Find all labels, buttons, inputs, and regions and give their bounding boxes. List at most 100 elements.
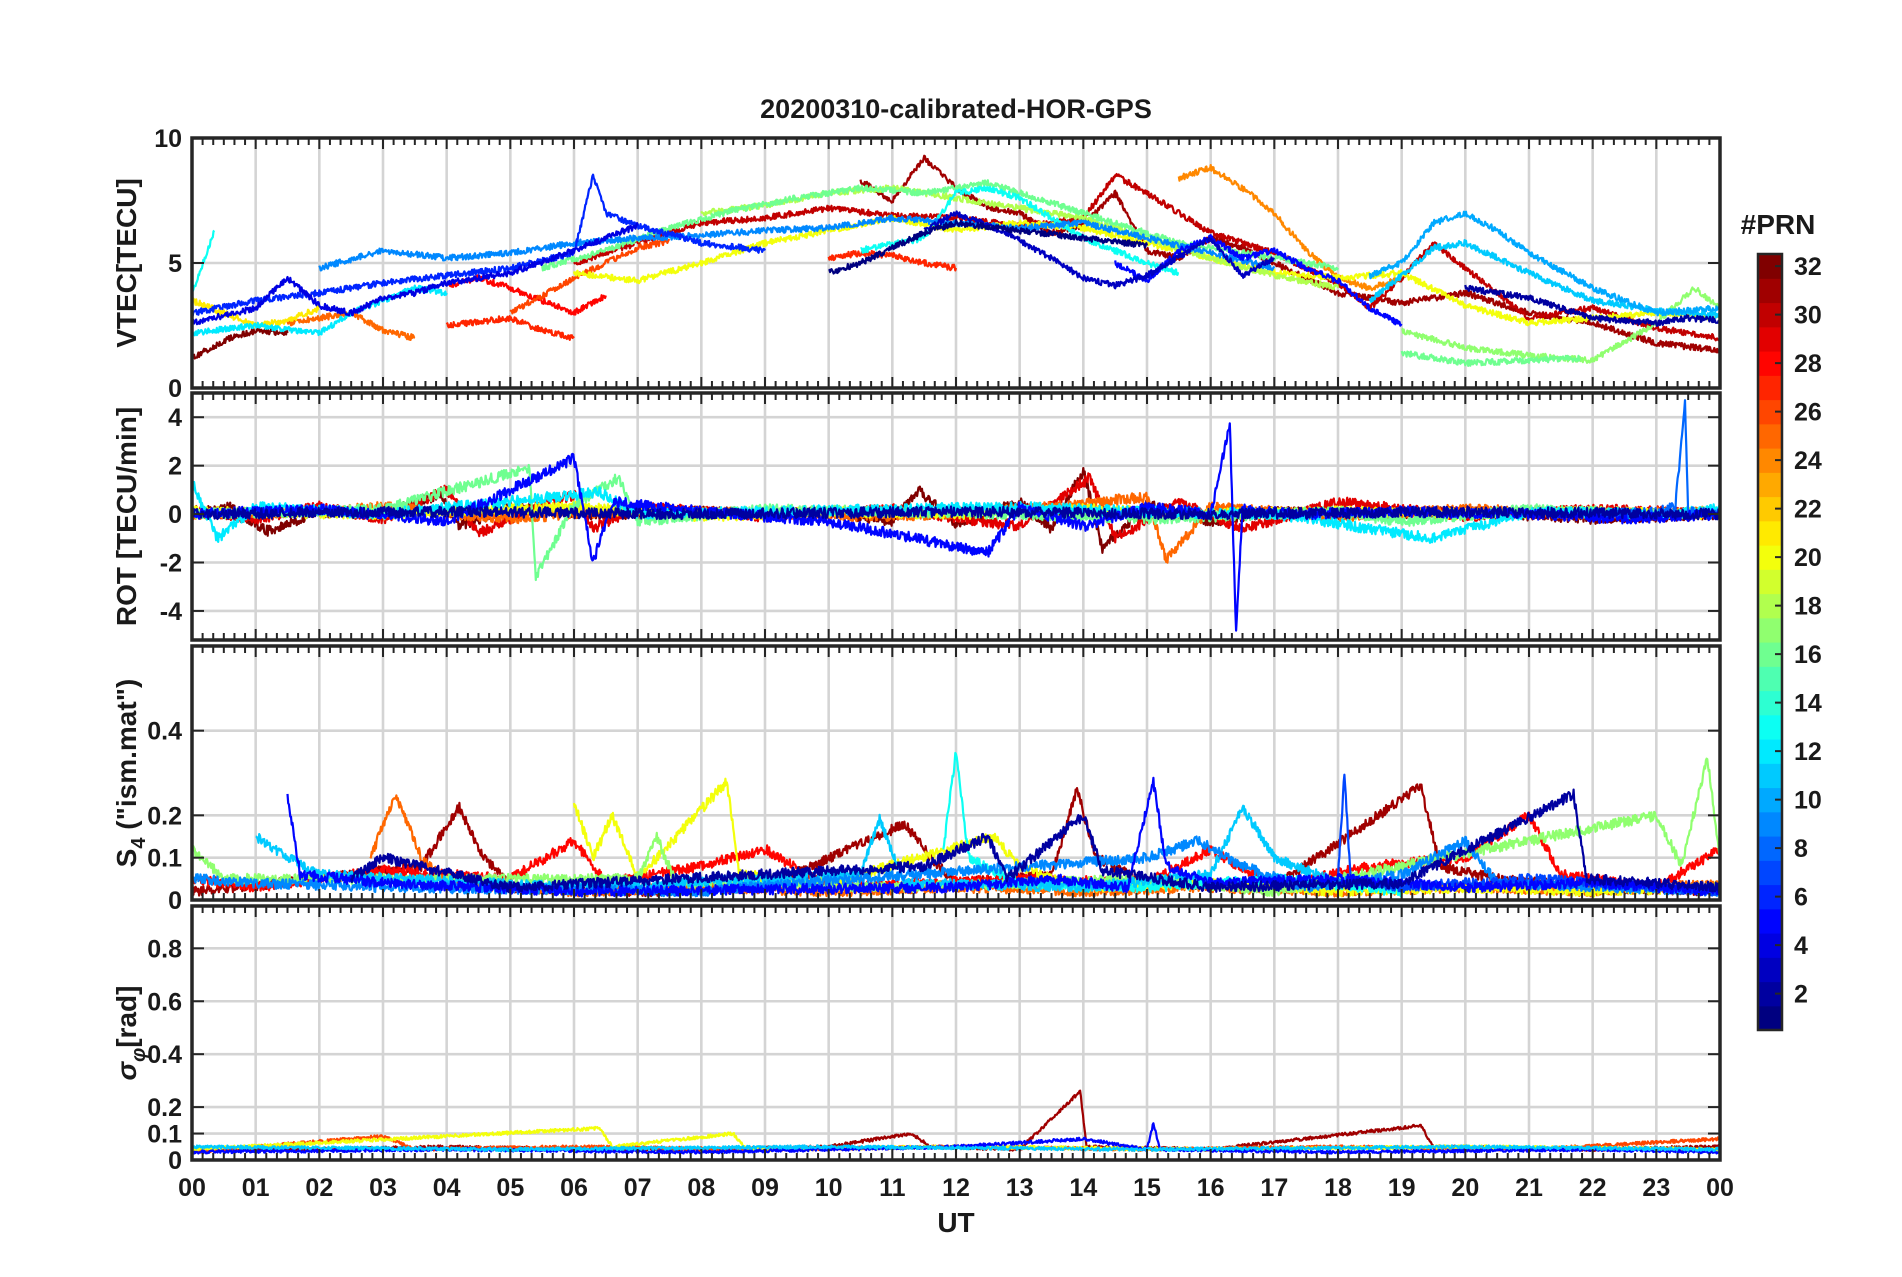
series-group-s4 bbox=[192, 751, 1720, 898]
x-tick-label: 17 bbox=[1260, 1174, 1288, 1202]
series-line-vtec-prn-9 bbox=[318, 214, 1276, 272]
y-axis-title-subscript: 4 bbox=[128, 837, 150, 849]
colorbar-title: #PRN bbox=[1741, 209, 1816, 240]
x-tick-label: 20 bbox=[1451, 1174, 1479, 1202]
series-line-vtec-prn-10 bbox=[1368, 210, 1720, 317]
x-tick-label: 22 bbox=[1579, 1174, 1607, 1202]
colorbar-segment bbox=[1758, 423, 1782, 449]
y-axis-title-vtec: VTEC[TECU] bbox=[111, 178, 142, 348]
colorbar-tick-label: 6 bbox=[1794, 884, 1808, 912]
x-tick-label: 19 bbox=[1388, 1174, 1416, 1202]
series-line-vtec-prn-16 bbox=[541, 179, 1339, 272]
x-tick-label: 21 bbox=[1515, 1174, 1543, 1202]
x-tick-label: 01 bbox=[242, 1174, 270, 1202]
series-line-s4-prn-2 bbox=[350, 788, 1720, 894]
series-line-vtec-prn-30 bbox=[573, 172, 1720, 342]
y-tick-label: 0.1 bbox=[147, 1121, 182, 1149]
colorbar-tick-label: 4 bbox=[1794, 932, 1808, 960]
y-tick-label: 0.4 bbox=[147, 718, 182, 746]
colorbar-segment bbox=[1758, 666, 1782, 692]
x-tick-label: 03 bbox=[369, 1174, 397, 1202]
colorbar-tick-label: 24 bbox=[1794, 447, 1822, 475]
y-axis-title-rest: ("ism.mat") bbox=[111, 679, 142, 838]
series-line-vtec-prn-27 bbox=[445, 315, 575, 341]
y-tick-label: 0.2 bbox=[147, 1094, 182, 1122]
colorbar-tick-label: 10 bbox=[1794, 787, 1822, 815]
y-tick-label: 0.4 bbox=[147, 1041, 182, 1069]
y-tick-label: -2 bbox=[160, 550, 182, 578]
colorbar-segment bbox=[1758, 520, 1782, 546]
panel-sigma_phi: 00.10.2 0.4 0.6 0.8 σφ[rad] 00 01 02 03 04 05 06 07 0… bbox=[111, 904, 1734, 1202]
colorbar-segment bbox=[1758, 763, 1782, 789]
panel-rot: -4 -2 0 2 4 ROT [TECU/min] bbox=[111, 391, 1722, 642]
series-group-vtec bbox=[192, 154, 1720, 367]
series-line-vtec-prn-4 bbox=[192, 222, 639, 326]
colorbar-tick-label: 32 bbox=[1794, 253, 1822, 281]
x-tick-label: 12 bbox=[942, 1174, 970, 1202]
colorbar-tick-label: 2 bbox=[1794, 981, 1808, 1009]
colorbar-tick-label: 28 bbox=[1794, 350, 1822, 378]
colorbar-tick-label: 18 bbox=[1794, 593, 1822, 621]
y-tick-label: 0 bbox=[168, 1147, 182, 1175]
y-tick-label: 0.8 bbox=[147, 935, 182, 963]
colorbar-tick-label: 20 bbox=[1794, 544, 1822, 572]
colorbar-segment bbox=[1758, 569, 1782, 595]
x-tick-label: 18 bbox=[1324, 1174, 1352, 1202]
colorbar-tick-label: 12 bbox=[1794, 738, 1822, 766]
panel-vtec: 0 5 10 VTEC[TECU] bbox=[111, 125, 1722, 403]
x-tick-label: 00 bbox=[178, 1174, 206, 1202]
series-group-rot bbox=[192, 399, 1720, 632]
x-tick-label: 06 bbox=[560, 1174, 588, 1202]
x-tick-label: 16 bbox=[1197, 1174, 1225, 1202]
y-axis-title-rot: ROT [TECU/min] bbox=[111, 407, 142, 626]
colorbar-tick-label: 22 bbox=[1794, 496, 1822, 524]
colorbar-tick-label: 8 bbox=[1794, 835, 1808, 863]
colorbar-segment bbox=[1758, 860, 1782, 886]
colorbar-segment bbox=[1758, 811, 1782, 837]
x-tick-label: 05 bbox=[496, 1174, 524, 1202]
y-tick-label: 0.6 bbox=[147, 988, 182, 1016]
series-line-vtec-prn-2 bbox=[1464, 284, 1720, 327]
y-tick-label: -4 bbox=[160, 598, 182, 626]
x-tick-label: 11 bbox=[879, 1174, 906, 1202]
series-line-vtec-prn-24 bbox=[1177, 164, 1403, 292]
x-tick-label: 02 bbox=[305, 1174, 333, 1202]
y-axis-title-s4: S4 ("ism.mat") bbox=[111, 679, 150, 868]
series-line-vtec-prn-6 bbox=[192, 173, 766, 317]
colorbar-segment bbox=[1758, 714, 1782, 740]
series-line-vtec-prn-11 bbox=[1368, 239, 1720, 319]
y-axis-title-rest: [rad] bbox=[111, 986, 142, 1048]
series-line-vtec-prn-26 bbox=[509, 237, 671, 315]
x-tick-label: 23 bbox=[1642, 1174, 1670, 1202]
y-tick-label: 10 bbox=[154, 125, 182, 153]
chart-title: 20200310-calibrated-HOR-GPS bbox=[760, 94, 1152, 124]
y-tick-label: 5 bbox=[168, 250, 182, 278]
colorbar-segment bbox=[1758, 908, 1782, 934]
colorbar-tick-label: 26 bbox=[1794, 399, 1822, 427]
y-tick-label: 4 bbox=[168, 404, 182, 432]
x-axis-title: UT bbox=[937, 1207, 974, 1238]
x-tick-label: 09 bbox=[751, 1174, 779, 1202]
y-tick-label: 0.1 bbox=[147, 845, 182, 873]
x-tick-label: 00 bbox=[1706, 1174, 1734, 1202]
series-line-rot-prn-2 bbox=[192, 505, 1720, 521]
y-axis-title-main: σ bbox=[111, 1060, 142, 1080]
panel-s4: 00.10.20.4S4 ("ism.mat") bbox=[111, 644, 1722, 915]
x-tick-label: 08 bbox=[687, 1174, 715, 1202]
series-line-vtec-prn-1 bbox=[828, 219, 1149, 275]
colorbar-segment bbox=[1758, 375, 1782, 401]
colorbar-segment bbox=[1758, 1005, 1782, 1031]
y-axis-title-subscript: φ bbox=[128, 1048, 150, 1062]
x-tick-label: 04 bbox=[433, 1174, 461, 1202]
x-tick-label: 15 bbox=[1133, 1174, 1161, 1202]
x-tick-label: 10 bbox=[815, 1174, 843, 1202]
colorbar-frame bbox=[1756, 252, 1784, 1032]
y-tick-label: 0 bbox=[168, 375, 182, 403]
colorbar-segment bbox=[1758, 326, 1782, 352]
y-tick-label: 2 bbox=[168, 453, 182, 481]
series-line-vtec-prn-27 bbox=[827, 249, 958, 272]
